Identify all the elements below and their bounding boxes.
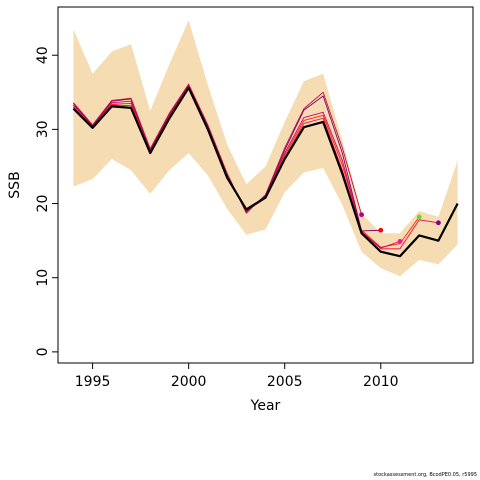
x-tick-label-2010: 2010 bbox=[363, 374, 399, 390]
y-tick-label-30: 30 bbox=[35, 120, 51, 138]
series-layer bbox=[72, 83, 459, 258]
ssb-main-line bbox=[72, 86, 459, 258]
confidence-band bbox=[73, 20, 458, 277]
x-tick-label-2000: 2000 bbox=[171, 374, 207, 390]
endpoint-markers-layer bbox=[359, 212, 441, 244]
y-tick-label-20: 20 bbox=[35, 195, 51, 213]
x-tick-label-2005: 2005 bbox=[267, 374, 303, 390]
x-tick-label-1995: 1995 bbox=[75, 374, 111, 390]
footer-credit: stockassessment.org, BcodPE0.05, r5995 bbox=[373, 472, 477, 478]
retro-peel-line-5 bbox=[73, 83, 362, 215]
peel-endpoint-2011 bbox=[397, 238, 403, 244]
y-tick-label-10: 10 bbox=[35, 269, 51, 287]
y-axis: 0 10 20 30 40 bbox=[35, 46, 58, 356]
x-axis-title: Year bbox=[250, 398, 281, 414]
peel-endpoint-2010 bbox=[378, 227, 384, 233]
y-tick-label-40: 40 bbox=[35, 46, 51, 64]
peel-endpoint-2012 bbox=[416, 214, 422, 220]
y-axis-title: SSB bbox=[7, 171, 23, 198]
x-axis: 1995 2000 2005 2010 bbox=[75, 363, 399, 390]
confidence-band-layer bbox=[73, 20, 458, 277]
y-tick-label-0: 0 bbox=[35, 347, 51, 356]
peel-endpoint-2009 bbox=[359, 212, 364, 218]
plot-frame bbox=[57, 6, 474, 364]
peel-endpoint-2013 bbox=[436, 220, 441, 226]
